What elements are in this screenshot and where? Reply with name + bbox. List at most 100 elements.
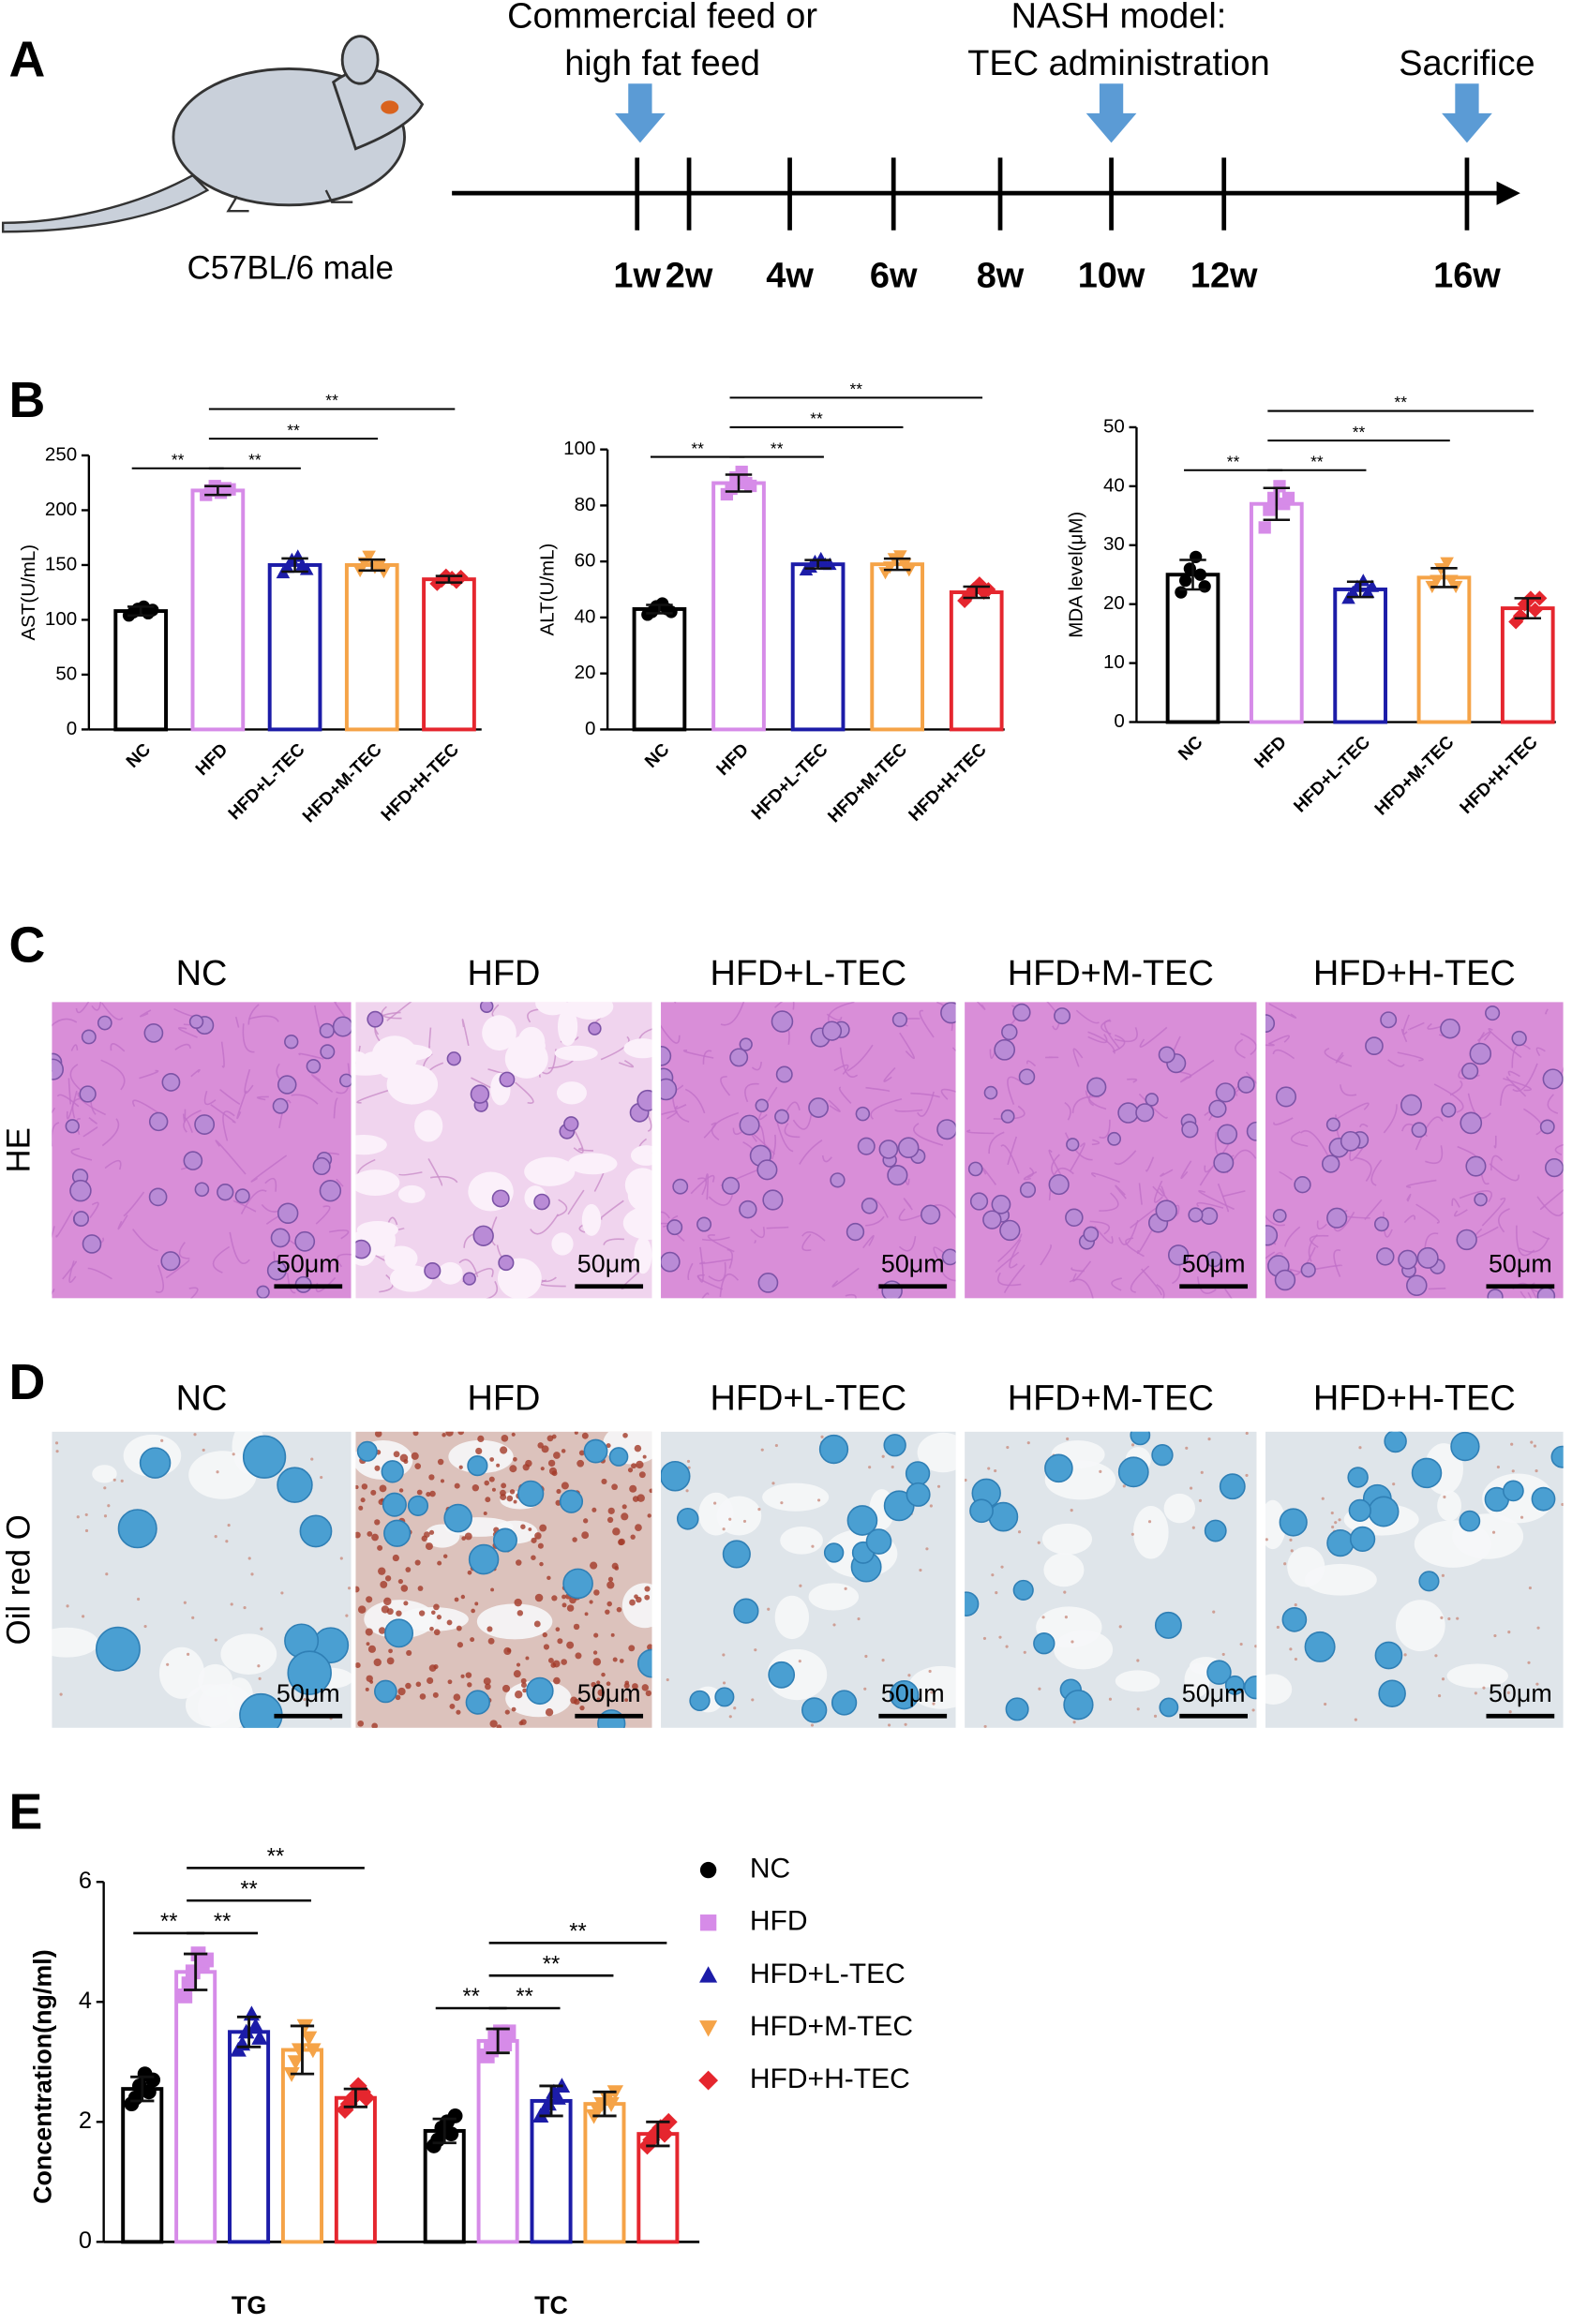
- cell-border: [215, 1140, 247, 1175]
- nucleus: [332, 1016, 352, 1037]
- lipid: [1000, 1565, 1004, 1569]
- cell-border: [720, 1002, 745, 1026]
- x-tick-label: HFD+M-TEC: [1371, 732, 1459, 819]
- lipid: [632, 1683, 638, 1690]
- bar: [422, 577, 476, 732]
- nucleus: [424, 1261, 442, 1280]
- lipid: [433, 1603, 440, 1611]
- lipid: [622, 1432, 628, 1438]
- cell-border: [203, 1091, 217, 1106]
- bar: [267, 562, 322, 732]
- nucleus: [1347, 1467, 1369, 1488]
- cell-border: [846, 1044, 874, 1072]
- cell-border: [1536, 1196, 1564, 1216]
- vacuole: [554, 1045, 598, 1062]
- nucleus: [762, 1189, 784, 1211]
- space: [1043, 1553, 1085, 1587]
- nucleus: [1205, 1251, 1222, 1268]
- lipid: [965, 1478, 967, 1482]
- nucleus: [1012, 1579, 1034, 1601]
- cell-border: [1007, 1076, 1021, 1105]
- lipid: [470, 1637, 475, 1643]
- nucleus: [465, 1690, 490, 1715]
- cell-border: [1112, 1034, 1126, 1053]
- nucleus: [906, 1482, 931, 1507]
- lipid: [531, 1537, 537, 1543]
- cell-border: [1265, 1251, 1276, 1259]
- nucleus: [234, 1188, 250, 1204]
- lipid: [397, 1687, 406, 1696]
- lipid: [1441, 1677, 1445, 1681]
- data-point: [882, 561, 897, 574]
- lipid: [421, 1535, 428, 1542]
- cell-border: [188, 1287, 199, 1299]
- lipid: [1338, 1518, 1341, 1522]
- cell-border: [1152, 1185, 1165, 1197]
- nucleus: [1531, 1486, 1556, 1512]
- significance-label: **: [214, 1910, 231, 1934]
- cell-border: [1490, 1155, 1504, 1171]
- column-header: HFD+L-TEC: [710, 1379, 906, 1419]
- lipid: [531, 1555, 536, 1560]
- cell-border: [52, 1018, 78, 1027]
- cell-border: [1403, 1214, 1415, 1224]
- nucleus: [382, 1492, 407, 1517]
- cell-border: [1511, 1044, 1531, 1068]
- lipid: [644, 1594, 651, 1601]
- lipid: [887, 1723, 891, 1727]
- nucleus: [689, 1690, 711, 1712]
- cell-border: [69, 1064, 83, 1093]
- cell-border: [966, 1129, 995, 1135]
- micrograph-content: [661, 1431, 956, 1728]
- nucleus: [1325, 1117, 1340, 1132]
- cell-border: [1138, 1183, 1143, 1205]
- micrograph-content: [661, 1002, 956, 1299]
- nucleus: [148, 1187, 168, 1207]
- lipid: [528, 1527, 532, 1531]
- lipid: [551, 1595, 558, 1601]
- lipid: [509, 1489, 516, 1495]
- error-bar: [486, 2027, 510, 2055]
- x-tick-label: HFD+L-TEC: [748, 739, 832, 824]
- cell-border: [1354, 1156, 1372, 1182]
- lipid: [461, 1536, 466, 1541]
- legend-marker: [698, 2070, 719, 2091]
- lipid: [82, 1615, 85, 1618]
- lipid: [191, 1616, 195, 1619]
- cell-border: [1493, 1135, 1497, 1149]
- lipid: [414, 1463, 422, 1469]
- row-label: Oil red O: [1, 1514, 37, 1645]
- data-point: [291, 2043, 308, 2059]
- lipid: [433, 1629, 441, 1636]
- nucleus: [1044, 1453, 1073, 1483]
- cell-border: [1048, 1167, 1074, 1200]
- cell-border: [1115, 1184, 1127, 1199]
- nucleus: [1411, 1122, 1428, 1139]
- nucleus: [467, 1455, 488, 1477]
- lipid: [687, 1466, 691, 1469]
- nucleus: [1304, 1631, 1336, 1662]
- lipid: [488, 1476, 495, 1482]
- lipid: [446, 1619, 453, 1626]
- nucleus: [1450, 1431, 1480, 1462]
- cell-border: [821, 1155, 832, 1163]
- lipid: [1136, 1707, 1140, 1711]
- error-bar: [1263, 486, 1291, 521]
- lipid: [623, 1682, 630, 1689]
- bar: [344, 562, 399, 732]
- nucleus: [69, 1179, 92, 1202]
- nucleus: [1275, 1086, 1297, 1108]
- lipid: [591, 1507, 597, 1512]
- lipid: [832, 1623, 836, 1627]
- vacuole: [567, 1153, 618, 1175]
- lipid: [936, 1484, 941, 1488]
- micrograph-content: [965, 1002, 1257, 1299]
- micrograph: [661, 1002, 956, 1299]
- nucleus: [801, 1697, 828, 1723]
- panel-label: A: [8, 31, 45, 87]
- cell-border: [1145, 1156, 1155, 1172]
- cell-border: [56, 1094, 80, 1108]
- lipid: [929, 1504, 933, 1508]
- lipid: [629, 1599, 636, 1606]
- cell-border: [298, 1052, 324, 1060]
